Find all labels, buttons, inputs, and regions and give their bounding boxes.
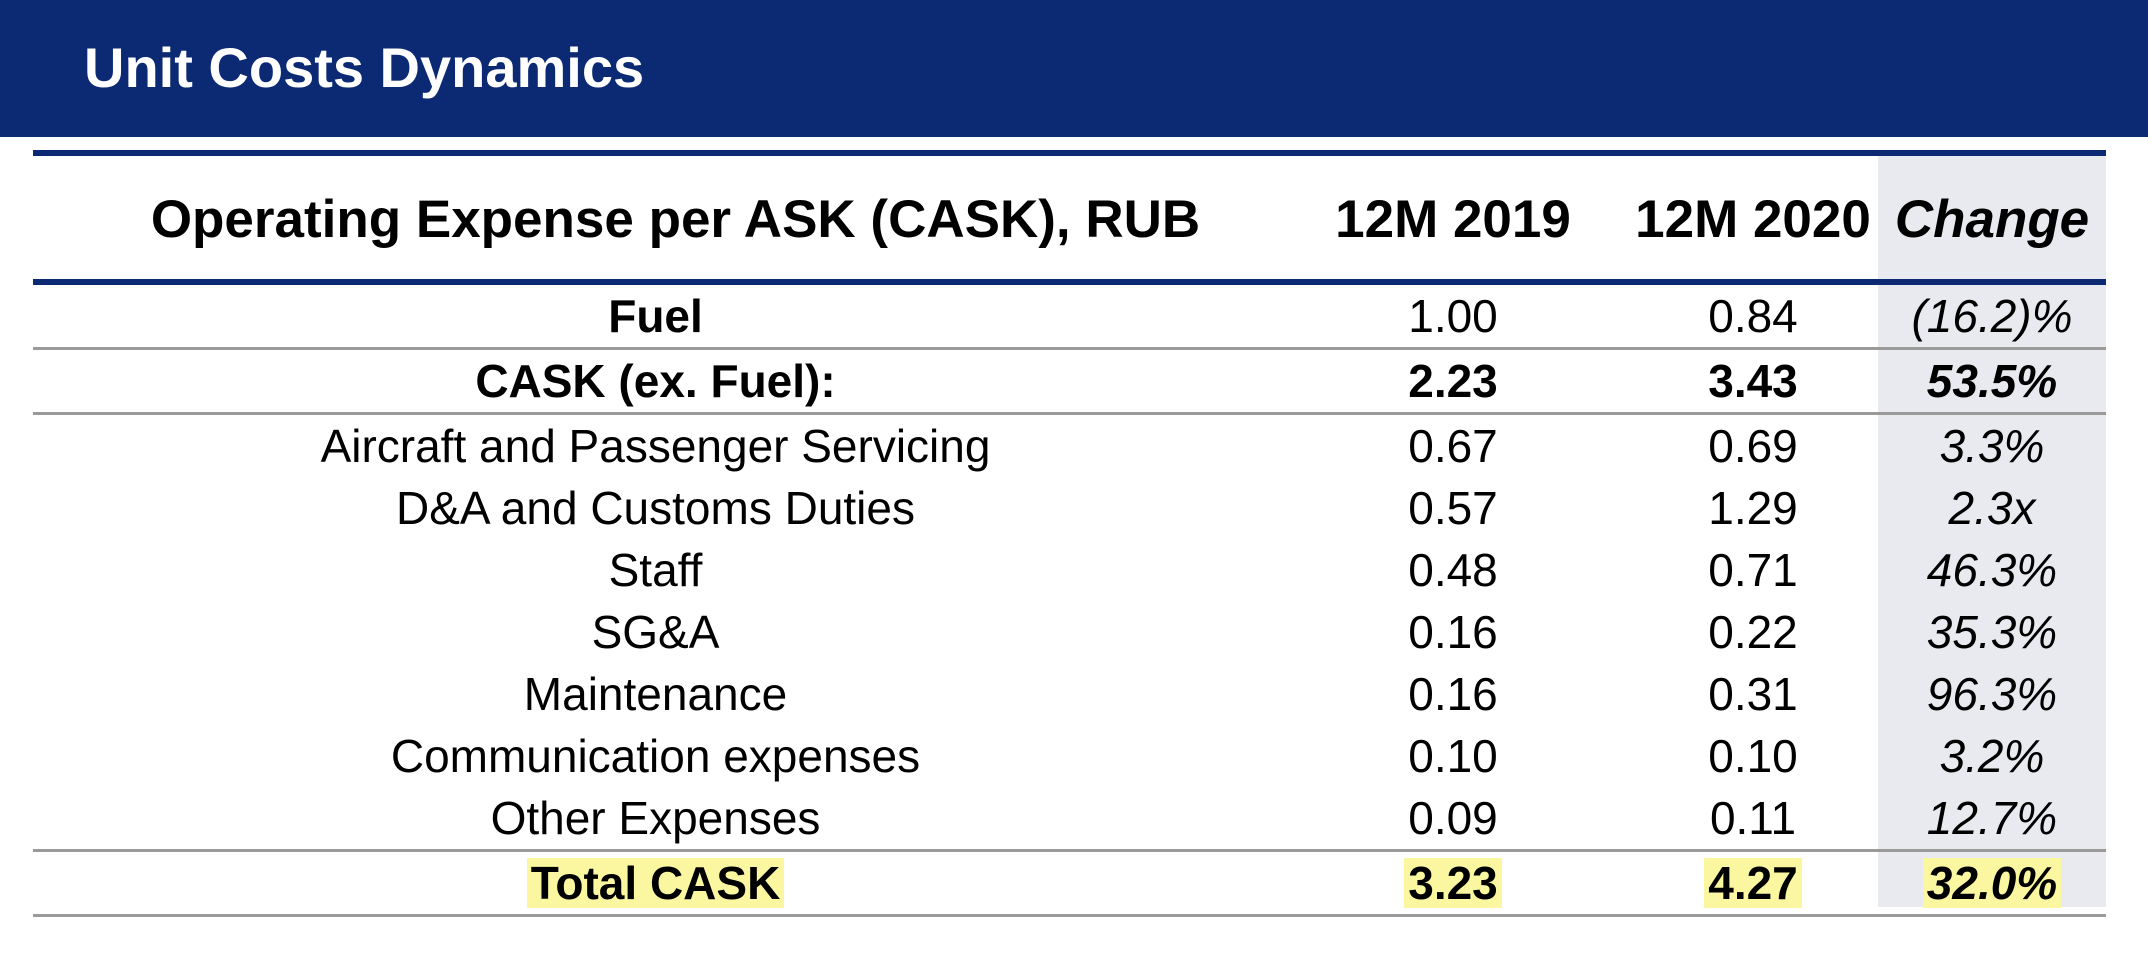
table-row-other-expenses: Other Expenses 0.09 0.11 12.7% <box>33 787 2106 852</box>
header-bar: Unit Costs Dynamics <box>0 0 2148 137</box>
row-value-2020: 4.27 <box>1704 858 1802 908</box>
table-header-row: Operating Expense per ASK (CASK), RUB 12… <box>33 156 2106 282</box>
table-row-sga: SG&A 0.16 0.22 35.3% <box>33 601 2106 663</box>
row-value-2020: 0.84 <box>1708 290 1798 342</box>
row-value-2020: 0.11 <box>1709 792 1797 844</box>
table-row-maintenance: Maintenance 0.16 0.31 96.3% <box>33 663 2106 725</box>
row-label: Fuel <box>608 290 703 342</box>
row-value-2020: 0.69 <box>1708 420 1798 472</box>
row-label: Other Expenses <box>490 792 821 844</box>
row-value-2019: 2.23 <box>1408 355 1498 407</box>
row-value-2020: 0.71 <box>1708 544 1798 596</box>
row-value-2020: 0.10 <box>1708 730 1798 782</box>
page-title: Unit Costs Dynamics <box>84 36 645 99</box>
row-value-2019: 3.23 <box>1404 858 1502 908</box>
row-value-change: 32.0% <box>1922 858 2062 908</box>
row-label: Staff <box>608 544 703 596</box>
row-value-2019: 0.16 <box>1408 606 1498 658</box>
row-value-change-cell: 32.0% <box>1878 852 2106 914</box>
row-label: Aircraft and Passenger Servicing <box>320 420 991 472</box>
table-row-cask-ex-fuel: CASK (ex. Fuel): 2.23 3.43 53.5% <box>33 350 2106 415</box>
row-label: Maintenance <box>523 668 788 720</box>
row-value-2020-cell: 4.27 <box>1628 852 1878 914</box>
row-value-change: 35.3% <box>1926 606 2058 658</box>
column-header-label: Operating Expense per ASK (CASK), RUB <box>150 189 1201 249</box>
table-row-fuel: Fuel 1.00 0.84 (16.2)% <box>33 285 2106 350</box>
table-body: Fuel 1.00 0.84 (16.2)% CASK (ex. Fuel): … <box>33 285 2106 917</box>
row-value-2020: 1.29 <box>1708 482 1798 534</box>
row-label: Total CASK <box>526 858 785 908</box>
row-value-change: 3.2% <box>1939 730 2045 782</box>
row-label-cell: Total CASK <box>33 852 1278 914</box>
table-top-rule <box>33 150 2106 156</box>
row-value-change: 2.3x <box>1948 482 2036 534</box>
row-value-2019: 0.57 <box>1408 482 1498 534</box>
table-row-communication: Communication expenses 0.10 0.10 3.2% <box>33 725 2106 787</box>
table-row-aircraft-passenger-servicing: Aircraft and Passenger Servicing 0.67 0.… <box>33 415 2106 477</box>
column-header-change: Change <box>1894 189 2090 249</box>
table-row-da-customs: D&A and Customs Duties 0.57 1.29 2.3x <box>33 477 2106 539</box>
column-header-2019: 12M 2019 <box>1335 189 1571 249</box>
row-label: SG&A <box>591 606 720 658</box>
table-header-rule <box>33 279 2106 285</box>
row-value-2019: 1.00 <box>1408 290 1498 342</box>
row-value-2019: 0.09 <box>1408 792 1498 844</box>
row-value-2019: 0.16 <box>1408 668 1498 720</box>
row-value-2020: 3.43 <box>1708 355 1798 407</box>
table-row-total-cask: Total CASK 3.23 4.27 32.0% <box>33 852 2106 917</box>
row-label: Communication expenses <box>390 730 921 782</box>
row-value-change: 12.7% <box>1926 792 2058 844</box>
row-value-2020: 0.31 <box>1708 668 1798 720</box>
column-header-2020: 12M 2020 <box>1635 189 1871 249</box>
row-value-2020: 0.22 <box>1708 606 1798 658</box>
row-value-change: 46.3% <box>1926 544 2058 596</box>
row-label: D&A and Customs Duties <box>395 482 915 534</box>
row-value-2019: 0.10 <box>1408 730 1498 782</box>
row-value-change: (16.2)% <box>1911 290 2073 342</box>
row-label: CASK (ex. Fuel): <box>475 355 836 407</box>
row-value-2019-cell: 3.23 <box>1278 852 1628 914</box>
row-value-2019: 0.48 <box>1408 544 1498 596</box>
row-value-2019: 0.67 <box>1408 420 1498 472</box>
row-value-change: 3.3% <box>1939 420 2045 472</box>
row-value-change: 53.5% <box>1926 355 2058 407</box>
table-row-staff: Staff 0.48 0.71 46.3% <box>33 539 2106 601</box>
row-value-change: 96.3% <box>1926 668 2058 720</box>
